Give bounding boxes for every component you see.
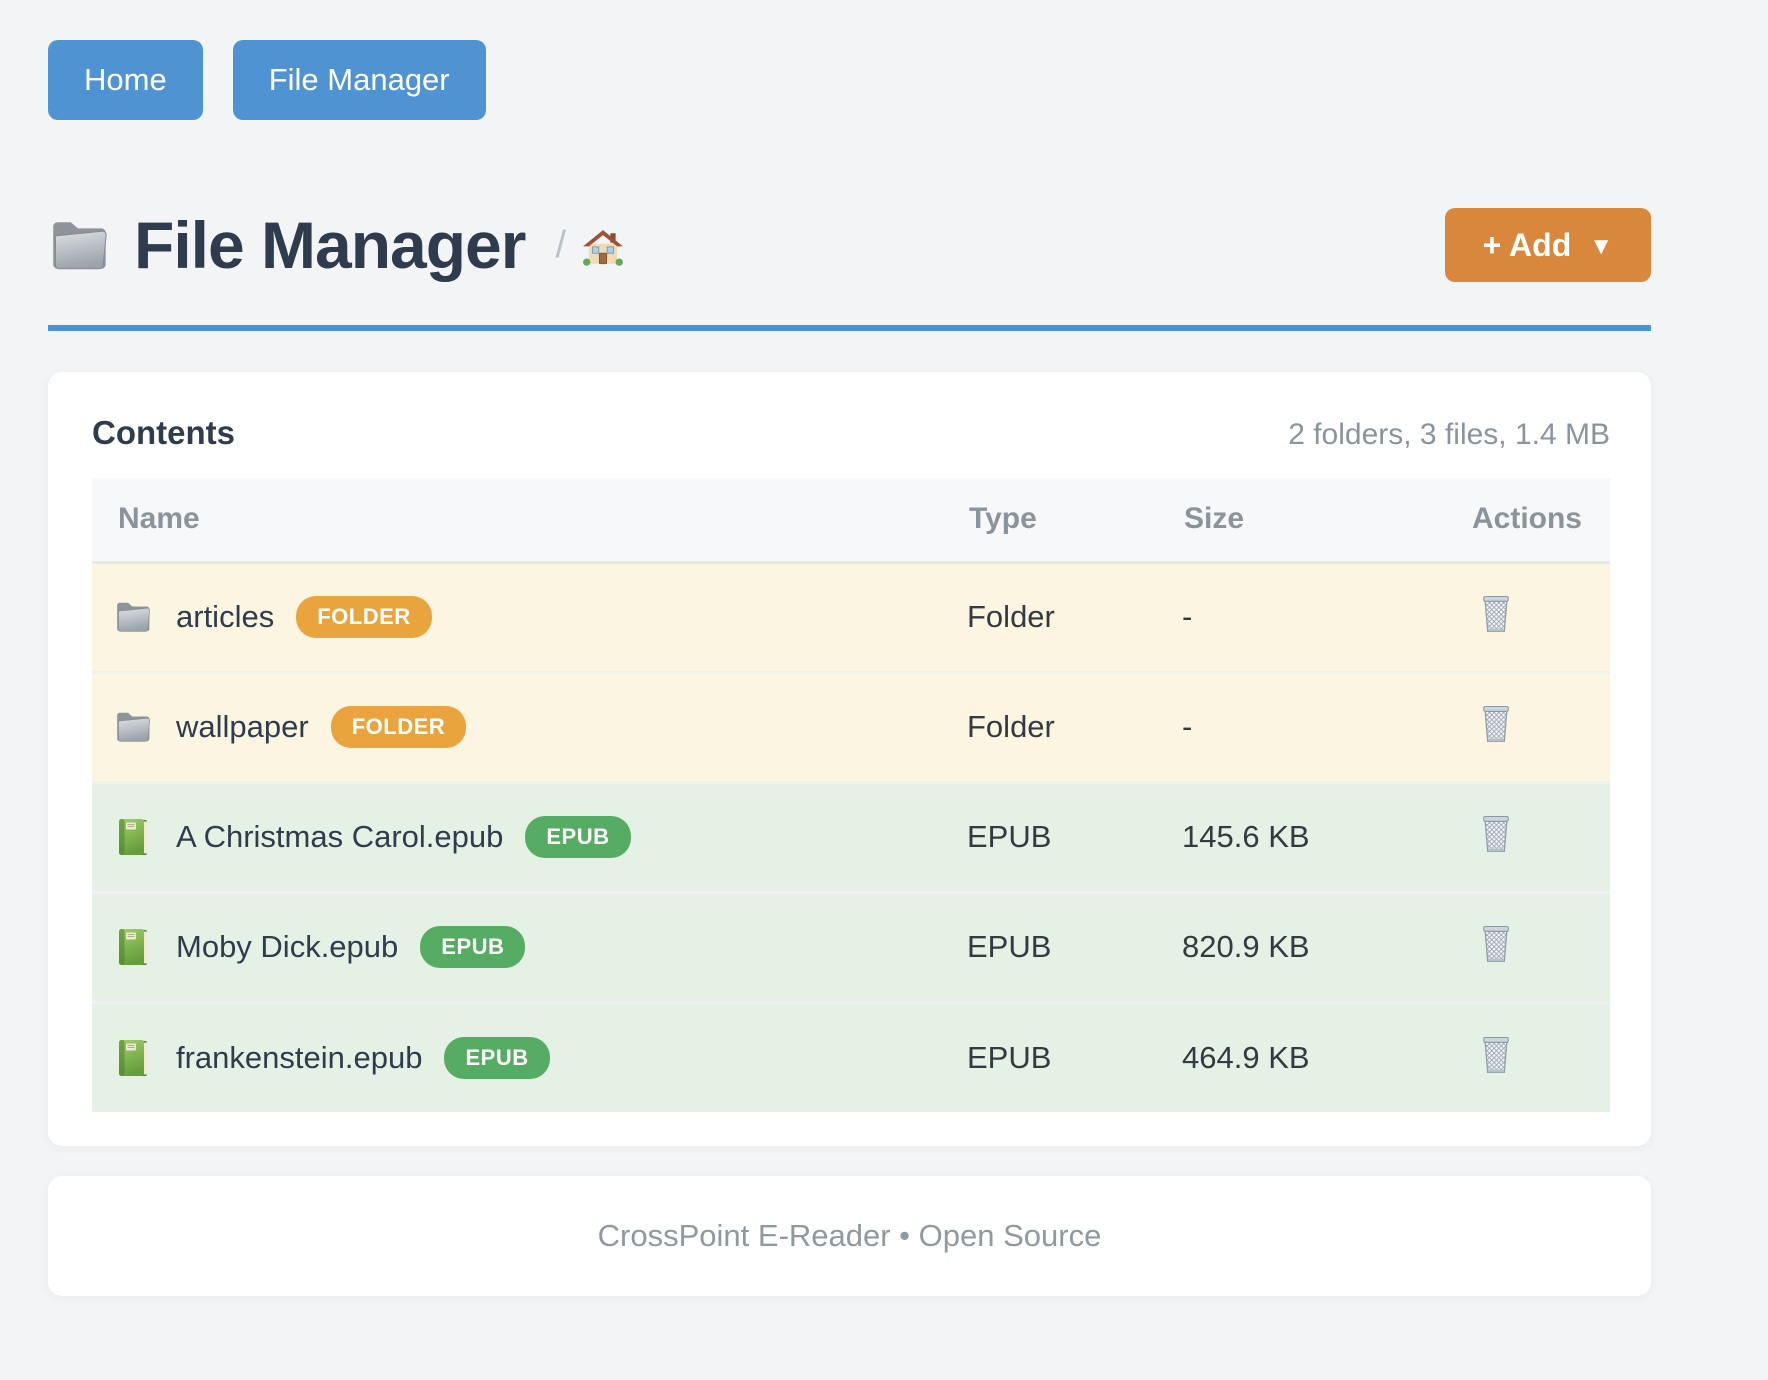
page-title: File Manager [134,212,525,278]
folder-name-link[interactable]: articles [176,599,274,635]
folder-icon [112,600,154,634]
file-name-link[interactable]: A Christmas Carol.epub [176,819,503,855]
table-row: frankenstein.epub EPUB EPUB 464.9 KB [92,1002,1610,1112]
file-name-link[interactable]: Moby Dick.epub [176,929,398,965]
title-divider [48,325,1651,331]
folder-icon [48,218,110,273]
name-cell: frankenstein.epub EPUB [112,1037,943,1079]
name-cell: articles FOLDER [112,596,943,638]
name-cell: A Christmas Carol.epub EPUB [112,816,943,858]
table-row: articles FOLDER Folder - [92,562,1610,672]
file-table: Name Type Size Actions articles FOLDER F… [92,478,1610,1112]
page: Home File Manager File Manager / + Add ▼… [48,0,1651,1296]
column-header-name: Name [92,478,943,562]
file-name-link[interactable]: frankenstein.epub [176,1040,422,1076]
size-cell: 145.6 KB [1158,782,1382,892]
type-badge: EPUB [444,1037,549,1079]
delete-button[interactable] [1480,923,1512,963]
delete-button[interactable] [1480,703,1512,743]
size-cell: - [1158,562,1382,672]
size-cell: 820.9 KB [1158,892,1382,1002]
type-badge: FOLDER [331,706,466,748]
type-cell: EPUB [943,892,1158,1002]
trash-icon [1480,813,1512,853]
add-button-label: + Add [1483,227,1572,264]
contents-summary: 2 folders, 3 files, 1.4 MB [1288,418,1610,452]
type-cell: EPUB [943,782,1158,892]
breadcrumb: / [555,220,624,270]
nav-button-home[interactable]: Home [48,40,203,120]
book-icon [112,1038,154,1078]
column-header-actions: Actions [1382,478,1610,562]
type-badge: EPUB [525,816,630,858]
type-badge: EPUB [420,926,525,968]
type-cell: Folder [943,672,1158,782]
book-icon [112,817,154,857]
panel-title: Contents [92,414,235,452]
delete-button[interactable] [1480,593,1512,633]
trash-icon [1480,923,1512,963]
trash-icon [1480,703,1512,743]
type-cell: EPUB [943,1002,1158,1112]
type-cell: Folder [943,562,1158,672]
table-row: Moby Dick.epub EPUB EPUB 820.9 KB [92,892,1610,1002]
footer-card: CrossPoint E-Reader • Open Source [48,1176,1651,1296]
table-row: wallpaper FOLDER Folder - [92,672,1610,782]
house-icon[interactable] [582,220,624,270]
column-header-size: Size [1158,478,1382,562]
title-group: File Manager / [48,212,1445,278]
nav-button-file-manager[interactable]: File Manager [233,40,486,120]
add-button[interactable]: + Add ▼ [1445,208,1651,282]
book-icon [112,927,154,967]
trash-icon [1480,593,1512,633]
trash-icon [1480,1034,1512,1074]
top-nav: Home File Manager [48,40,1651,120]
type-badge: FOLDER [296,596,431,638]
table-row: A Christmas Carol.epub EPUB EPUB 145.6 K… [92,782,1610,892]
name-cell: wallpaper FOLDER [112,706,943,748]
delete-button[interactable] [1480,1034,1512,1074]
delete-button[interactable] [1480,813,1512,853]
footer-text: CrossPoint E-Reader • Open Source [598,1218,1102,1254]
chevron-down-icon: ▼ [1589,231,1613,259]
breadcrumb-separator: / [555,224,566,267]
folder-name-link[interactable]: wallpaper [176,709,309,745]
page-header: File Manager / + Add ▼ [48,206,1651,284]
column-header-type: Type [943,478,1158,562]
folder-icon [112,710,154,744]
name-cell: Moby Dick.epub EPUB [112,926,943,968]
table-header-row: Name Type Size Actions [92,478,1610,562]
contents-card: Contents 2 folders, 3 files, 1.4 MB Name… [48,372,1651,1146]
contents-card-header: Contents 2 folders, 3 files, 1.4 MB [92,414,1610,452]
size-cell: - [1158,672,1382,782]
size-cell: 464.9 KB [1158,1002,1382,1112]
